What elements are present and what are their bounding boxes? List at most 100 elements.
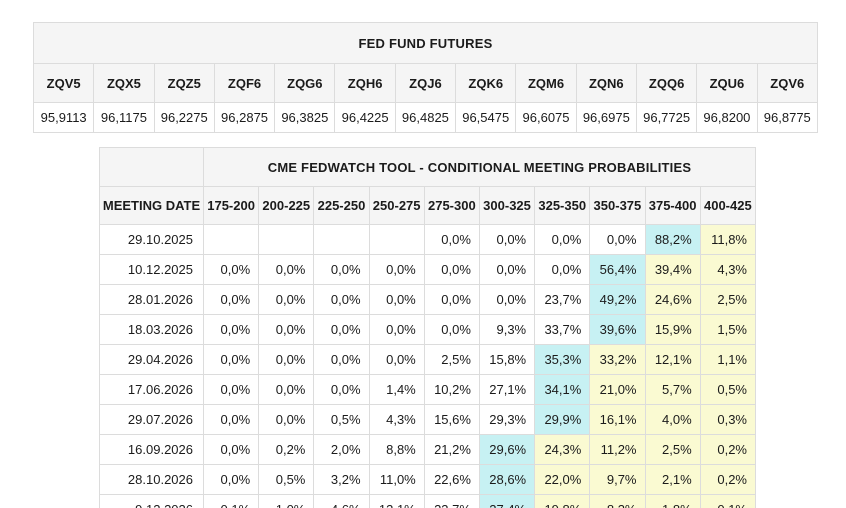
probability-cell: 0,0%	[202, 344, 260, 375]
fedwatch-corner-cell	[99, 147, 204, 187]
probability-cell: 88,2%	[644, 224, 701, 255]
probability-cell: 0,0%	[478, 224, 536, 255]
futures-contract-header: ZQZ5	[153, 63, 215, 103]
futures-contract-header: ZQQ6	[635, 63, 698, 103]
futures-price-cell: 96,6075	[515, 102, 577, 133]
probability-cell: 0,0%	[534, 224, 591, 255]
probability-cell: 0,0%	[423, 254, 480, 285]
probability-cell: 16,1%	[589, 404, 646, 435]
probability-cell: 1,4%	[368, 374, 425, 405]
futures-contract-header: ZQH6	[334, 63, 396, 103]
rate-range-header: 175-200	[202, 186, 260, 225]
meeting-date-cell: 29.10.2025	[99, 224, 204, 255]
probability-cell: 0,0%	[313, 284, 370, 315]
probability-cell: 5,7%	[644, 374, 701, 405]
meeting-date-cell: 17.06.2026	[99, 374, 204, 405]
probability-cell: 0,0%	[258, 374, 315, 405]
probability-cell: 11,2%	[589, 434, 646, 465]
futures-contract-header: ZQV6	[756, 63, 819, 103]
probability-cell: 24,3%	[534, 434, 591, 465]
futures-price-cell: 96,8200	[696, 102, 758, 133]
probability-cell: 0,0%	[202, 374, 260, 405]
fedwatch-probabilities-table: CME FEDWATCH TOOL - CONDITIONAL MEETING …	[99, 147, 757, 508]
fedwatch-header-row: MEETING DATE 175-200 200-225 225-250 250-27…	[99, 186, 757, 225]
probability-cell: 0,0%	[202, 404, 260, 435]
probability-cell: 0,0%	[478, 254, 536, 285]
probability-cell: 0,0%	[258, 254, 315, 285]
probability-cell: 0,2%	[258, 434, 315, 465]
probability-cell: 33,2%	[589, 344, 646, 375]
meeting-row: 28.10.2026 0,0% 0,5% 3,2% 11,0% 22,6% 28,6% 22,…	[99, 464, 757, 495]
futures-contract-header: ZQK6	[455, 63, 517, 103]
probability-cell: 23,7%	[534, 284, 591, 315]
meeting-row: 28.01.2026 0,0% 0,0% 0,0% 0,0% 0,0% 0,0% 23,7% 4…	[99, 284, 757, 315]
futures-price-cell: 96,4825	[394, 102, 457, 133]
probability-cell: 0,5%	[313, 404, 370, 435]
meeting-date-cell: 29.07.2026	[99, 404, 204, 435]
probability-cell: 1,0%	[258, 494, 315, 508]
futures-price-cell: 95,9113	[32, 102, 95, 133]
probability-cell: 39,4%	[644, 254, 701, 285]
probability-cell: 2,0%	[313, 434, 370, 465]
probability-cell: 29,3%	[478, 404, 536, 435]
rate-range-header: 300-325	[478, 186, 536, 225]
probability-cell: 0,0%	[423, 224, 480, 255]
probability-cell: 4,0%	[644, 404, 701, 435]
fed-fund-futures-table: FED FUND FUTURES ZQV5 ZQX5 ZQZ5 ZQF6 ZQG6 ZQH…	[32, 22, 819, 133]
rate-range-header: 325-350	[534, 186, 591, 225]
probability-cell: 2,5%	[644, 434, 701, 465]
probability-cell: 4,3%	[699, 254, 757, 285]
probability-cell: 2,5%	[423, 344, 480, 375]
probability-cell: 34,1%	[534, 374, 591, 405]
meeting-row: 29.10.2025 0,0% 0,0% 0,0% 0,0% 88,2% 11,8%	[99, 224, 757, 255]
probability-cell	[313, 224, 370, 255]
probability-cell: 12,1%	[644, 344, 701, 375]
futures-contract-header: ZQJ6	[394, 63, 457, 103]
rate-range-header: 375-400	[644, 186, 701, 225]
probability-cell: 9,3%	[478, 314, 536, 345]
futures-title-row: FED FUND FUTURES	[33, 22, 818, 64]
probability-cell: 0,0%	[589, 224, 646, 255]
probability-cell: 9,7%	[589, 464, 646, 495]
probability-cell: 0,0%	[313, 344, 370, 375]
probability-cell	[202, 224, 260, 255]
probability-cell: 56,4%	[589, 254, 646, 285]
probability-cell: 10,2%	[423, 374, 480, 405]
probability-cell	[258, 224, 315, 255]
probability-cell: 1,8%	[644, 494, 701, 508]
meeting-row: 18.03.2026 0,0% 0,0% 0,0% 0,0% 0,0% 9,3% 33,7% 3…	[99, 314, 757, 345]
meeting-row: 17.06.2026 0,0% 0,0% 0,0% 1,4% 10,2% 27,1% 34,1…	[99, 374, 757, 405]
probability-cell: 0,0%	[202, 464, 260, 495]
futures-price-cell: 96,8775	[756, 102, 819, 133]
rate-range-header: 275-300	[423, 186, 480, 225]
rate-range-header: 250-275	[368, 186, 425, 225]
probability-cell: 0,2%	[699, 464, 757, 495]
probability-cell: 0,0%	[534, 254, 591, 285]
probability-cell: 11,0%	[368, 464, 425, 495]
probability-cell: 35,3%	[534, 344, 591, 375]
probability-cell: 0,0%	[368, 254, 425, 285]
meeting-date-cell: 28.01.2026	[99, 284, 204, 315]
probability-cell: 21,0%	[589, 374, 646, 405]
probability-cell: 0,0%	[313, 314, 370, 345]
probability-cell: 0,0%	[368, 344, 425, 375]
futures-values-row: 95,9113 96,1175 96,2275 96,2875 96,3825 96,42…	[32, 102, 819, 133]
probability-cell: 0,0%	[202, 434, 260, 465]
probability-cell: 0,3%	[699, 404, 757, 435]
probability-cell: 22,6%	[423, 464, 480, 495]
probability-cell: 24,6%	[644, 284, 701, 315]
meeting-row: 29.07.2026 0,0% 0,0% 0,5% 4,3% 15,6% 29,3% 29,9…	[99, 404, 757, 435]
rate-range-header: 225-250	[313, 186, 370, 225]
probability-cell: 3,2%	[313, 464, 370, 495]
futures-contract-header: ZQU6	[696, 63, 758, 103]
probability-cell: 15,6%	[423, 404, 480, 435]
probability-cell: 0,0%	[202, 284, 260, 315]
fedwatch-title-row: CME FEDWATCH TOOL - CONDITIONAL MEETING …	[99, 147, 756, 187]
meeting-row: 9.12.20260,1%1,0%4,6%13,1%23,7%27,4%19,8…	[99, 494, 757, 508]
probability-cell: 4,3%	[368, 404, 425, 435]
futures-table-title: FED FUND FUTURES	[33, 22, 818, 64]
probability-cell: 0,0%	[478, 284, 536, 315]
probability-cell: 0,0%	[202, 254, 260, 285]
probability-cell: 22,0%	[534, 464, 591, 495]
futures-contract-header: ZQV5	[32, 63, 95, 103]
